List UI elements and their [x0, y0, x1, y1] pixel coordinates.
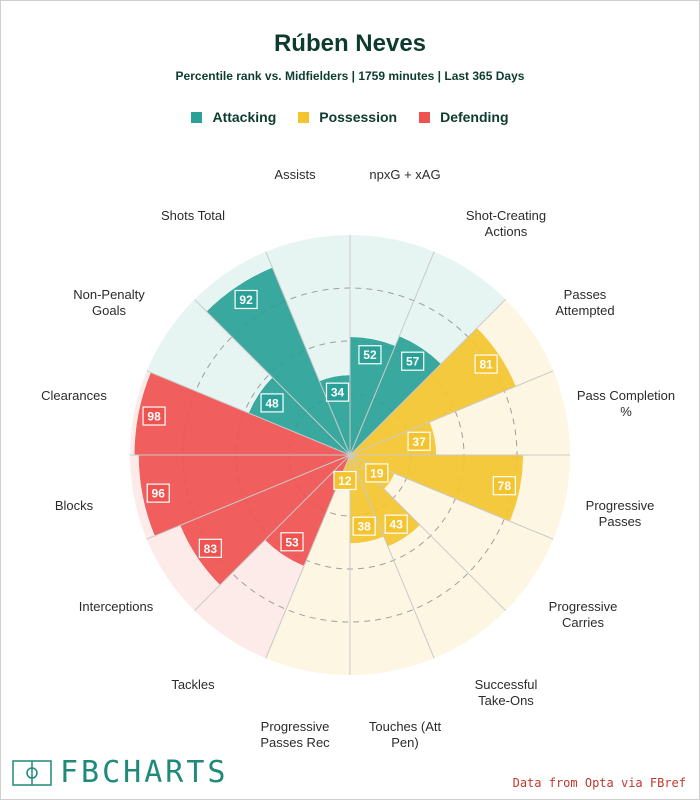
- legend-swatch-defending: [419, 111, 431, 123]
- logo-text: FBCHARTS: [60, 755, 229, 790]
- axis-label-interceptions: Interceptions: [78, 599, 154, 614]
- axis-label-pass-completion: Pass Completion %: [576, 388, 676, 419]
- svg-text:98: 98: [147, 410, 161, 424]
- value-label-progressive-passes: 19: [365, 463, 389, 483]
- svg-text:12: 12: [338, 474, 352, 488]
- axis-label-progressive-carries: Progressive Carries: [548, 599, 618, 630]
- legend-label-attacking: Attacking: [212, 109, 277, 125]
- axis-label-touches-att-pen: Touches (Att Pen): [368, 719, 442, 750]
- svg-text:52: 52: [363, 348, 377, 362]
- svg-text:43: 43: [390, 518, 404, 532]
- legend-swatch-attacking: [191, 111, 203, 123]
- svg-text:48: 48: [265, 396, 279, 410]
- spoke-11: [194, 454, 351, 611]
- axis-label-assists: Assists: [274, 167, 316, 182]
- chart-title: Rúben Neves: [273, 30, 427, 57]
- value-label-blocks: 98: [142, 406, 166, 426]
- value-label-pass-completion: 78: [492, 476, 516, 496]
- legend-swatch-possession: [298, 111, 310, 123]
- value-label-non-penalty-goals: 92: [234, 289, 258, 310]
- spoke-8: [349, 454, 435, 659]
- svg-text:53: 53: [285, 535, 299, 549]
- axis-label-progressive-passes: Progressive Passes: [585, 498, 655, 529]
- axis-label-non-penalty-goals: Non-Penalty Goals: [73, 287, 145, 318]
- axis-label-clearances: Clearances: [41, 388, 107, 403]
- spoke-14: [146, 370, 351, 456]
- background-sector-touches-att-pen: [265, 455, 350, 675]
- axis-label-shot-creating-actions: Shot-Creating Actions: [465, 208, 547, 239]
- legend-label-possession: Possession: [319, 109, 398, 125]
- axis-label-progressive-passes-rec: Progressive Passes Rec: [260, 719, 330, 750]
- data-source: Data from Opta via FBref: [512, 776, 686, 790]
- axis-label-successful-take-ons: Successful Take-Ons: [474, 677, 538, 708]
- svg-text:34: 34: [331, 386, 345, 400]
- value-label-assists: 52: [358, 345, 382, 365]
- background-sector-progressive-passes: [350, 455, 554, 611]
- svg-text:37: 37: [412, 435, 426, 449]
- value-label-progressive-passes-rec: 53: [280, 532, 304, 552]
- legend-label-defending: Defending: [440, 109, 509, 125]
- svg-text:19: 19: [370, 466, 384, 480]
- value-label-npxg-xag: 57: [401, 351, 425, 371]
- axis-label-shots-total: Shots Total: [160, 208, 226, 223]
- spoke-15: [194, 299, 351, 456]
- spoke-4: [349, 370, 554, 456]
- spoke-16: [265, 251, 351, 456]
- spoke-3: [349, 299, 506, 456]
- value-label-progressive-carries: 43: [384, 514, 408, 534]
- spoke-12: [146, 454, 351, 540]
- axis-label-tackles: Tackles: [171, 677, 215, 692]
- axis-label-npxg-xag: npxG + xAG: [369, 167, 441, 182]
- value-label-touches-att-pen: 12: [333, 470, 357, 491]
- value-label-interceptions: 96: [146, 483, 170, 503]
- value-label-clearances: 48: [260, 393, 284, 413]
- svg-text:78: 78: [498, 479, 512, 493]
- fbcharts-logo: FBCHARTS: [12, 758, 229, 788]
- value-label-successful-take-ons: 38: [352, 516, 376, 536]
- legend-item-attacking: Attacking: [191, 109, 276, 125]
- axis-label-blocks: Blocks: [54, 498, 94, 513]
- svg-text:96: 96: [152, 487, 166, 501]
- pitch-icon: [12, 760, 52, 786]
- svg-text:81: 81: [479, 358, 493, 372]
- value-label-shot-creating-actions: 81: [474, 354, 498, 374]
- value-label-tackles: 83: [198, 538, 222, 558]
- value-label-passes-attempted: 37: [407, 431, 431, 451]
- spoke-2: [349, 251, 435, 456]
- legend-item-possession: Possession: [298, 109, 397, 125]
- legend-item-defending: Defending: [419, 109, 509, 125]
- svg-text:57: 57: [406, 355, 420, 369]
- value-label-shots-total: 34: [325, 382, 350, 402]
- svg-text:83: 83: [204, 542, 218, 556]
- chart-subtitle: Percentile rank vs. Midfielders | 1759 m…: [175, 69, 525, 83]
- axis-label-passes-attempted: Passes Attempted: [555, 287, 615, 318]
- svg-text:92: 92: [239, 293, 253, 307]
- svg-text:38: 38: [357, 520, 371, 534]
- legend: Attacking Possession Defending: [0, 109, 700, 125]
